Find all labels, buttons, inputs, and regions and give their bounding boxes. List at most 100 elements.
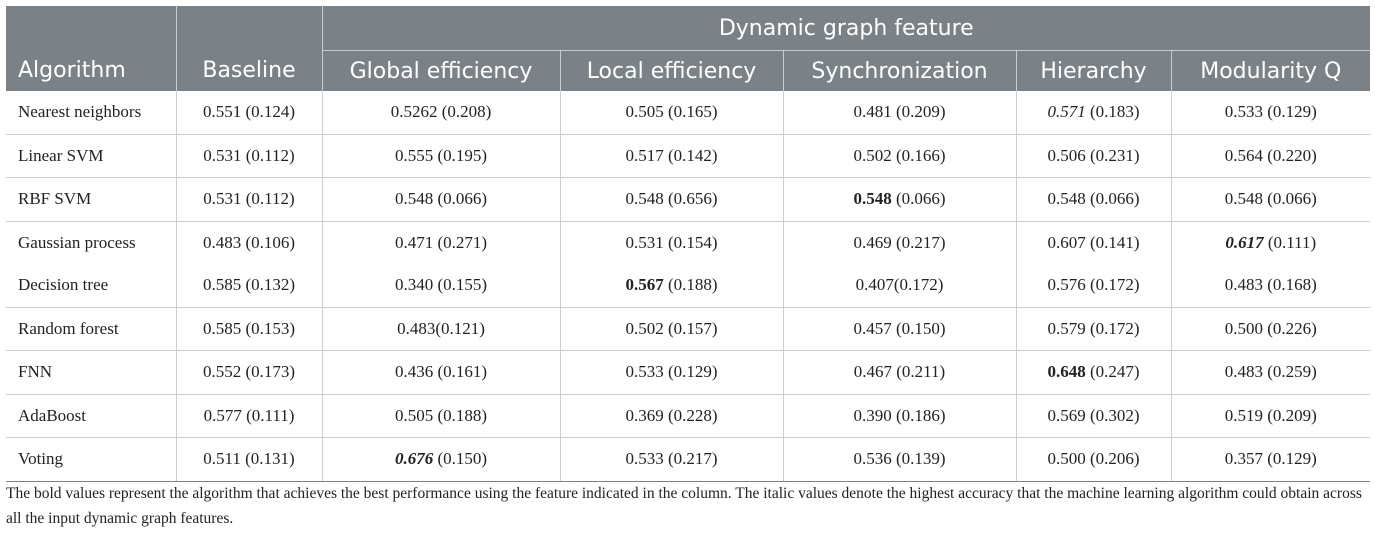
value-cell: 0.5262 (0.208): [321, 91, 560, 135]
cell-mean-value: 0.579: [1047, 318, 1086, 338]
cell-sd-value: (0.173): [241, 362, 296, 382]
value-cell: 0.531 (0.154): [559, 221, 783, 264]
value-cell: 0.519 (0.209): [1170, 394, 1371, 438]
cell-mean-value: 0.548: [394, 189, 434, 209]
value-cell: 0.500 (0.206): [1015, 437, 1171, 482]
cell-sd-value: (0.172): [1085, 275, 1140, 295]
column-header-local-efficiency: Local efficiency: [559, 50, 783, 91]
results-table-container: Algorithm Baseline Dynamic graph feature…: [6, 6, 1371, 482]
algorithm-cell: AdaBoost: [6, 394, 176, 438]
table-row: Decision tree 0.585 (0.132) 0.340 (0.155) 0…: [6, 264, 1371, 308]
cell-mean-value: 0.505: [394, 405, 434, 425]
cell-mean-value: 0.502: [625, 318, 664, 338]
table-row: RBF SVM 0.531 (0.112) 0.548 (0.066) 0.548 (…: [6, 177, 1371, 222]
value-cell: 0.607 (0.141): [1015, 221, 1171, 264]
cell-mean-value: 0.340: [394, 275, 434, 295]
cell-mean-value: 0.436: [394, 362, 434, 382]
cell-mean-value: 0.533: [625, 362, 664, 382]
algorithm-cell: Decision tree: [6, 264, 176, 308]
cell-sd-value: (0.142): [663, 145, 718, 165]
value-cell: 0.617 (0.111): [1170, 221, 1371, 264]
cell-mean-value: 0.564: [1224, 145, 1263, 165]
value-cell: 0.471 (0.271): [321, 221, 560, 264]
cell-mean-value: 0.569: [1047, 405, 1086, 425]
cell-mean-value: 0.500: [1224, 318, 1263, 338]
cell-mean-value: 0.548: [1047, 189, 1086, 209]
cell-mean-value: 0.676: [394, 449, 434, 469]
value-cell: 0.506 (0.231): [1015, 134, 1171, 178]
cell-mean-value: 0.483: [1224, 275, 1263, 295]
cell-mean-value: 0.648: [1047, 362, 1086, 382]
cell-sd-value: (0.129): [663, 362, 718, 382]
table-footnote: The bold values represent the algorithm …: [6, 485, 1362, 527]
cell-mean-value: 0.548: [1224, 189, 1263, 209]
value-cell: 0.585 (0.132): [175, 264, 322, 308]
column-header-hierarchy: Hierarchy: [1015, 50, 1171, 91]
cell-mean-value: 0.576: [1047, 275, 1086, 295]
value-cell: 0.576 (0.172): [1015, 264, 1171, 308]
cell-sd-value: (0.161): [433, 362, 488, 382]
cell-sd-value: (0.129): [1262, 102, 1317, 122]
cell-sd-value: (0.172): [893, 275, 944, 295]
table-row: Random forest 0.585 (0.153) 0.483(0.121) 0.…: [6, 307, 1371, 351]
cell-mean-value: 0.407: [855, 275, 894, 295]
value-cell: 0.500 (0.226): [1170, 307, 1371, 351]
cell-sd-value: (0.206): [1085, 449, 1140, 469]
cell-mean-value: 0.502: [853, 145, 892, 165]
cell-sd-value: (0.066): [1262, 189, 1317, 209]
cell-sd-value: (0.188): [433, 405, 488, 425]
cell-sd-value: (0.165): [663, 102, 718, 122]
value-cell: 0.469 (0.217): [782, 221, 1016, 264]
value-cell: 0.564 (0.220): [1170, 134, 1371, 178]
cell-sd-value: (0.139): [891, 449, 946, 469]
cell-mean-value: 0.548: [625, 189, 664, 209]
value-cell: 0.579 (0.172): [1015, 307, 1171, 351]
value-cell: 0.407(0.172): [782, 264, 1016, 308]
value-cell: 0.505 (0.188): [321, 394, 560, 438]
value-cell: 0.483 (0.259): [1170, 350, 1371, 395]
cell-sd-value: (0.155): [433, 275, 488, 295]
cell-mean-value: 0.469: [853, 232, 892, 252]
value-cell: 0.502 (0.157): [559, 307, 783, 351]
cell-sd-value: (0.124): [241, 102, 296, 122]
value-cell: 0.676 (0.150): [321, 437, 560, 482]
results-table: Algorithm Baseline Dynamic graph feature…: [6, 6, 1371, 482]
cell-sd-value: (0.150): [433, 449, 488, 469]
cell-mean-value: 0.511: [203, 449, 241, 469]
value-cell: 0.457 (0.150): [782, 307, 1016, 351]
algorithm-cell: Random forest: [6, 307, 176, 351]
value-cell: 0.536 (0.139): [782, 437, 1016, 482]
cell-mean-value: 0.5262: [390, 102, 438, 122]
cell-sd-value: (0.211): [892, 362, 946, 382]
value-cell: 0.533 (0.129): [559, 350, 783, 395]
cell-sd-value: (0.228): [663, 405, 718, 425]
cell-sd-value: (0.168): [1262, 275, 1317, 295]
value-cell: 0.548 (0.656): [559, 177, 783, 222]
cell-mean-value: 0.519: [1224, 405, 1263, 425]
value-cell: 0.531 (0.112): [175, 134, 322, 178]
cell-mean-value: 0.500: [1047, 449, 1086, 469]
cell-sd-value: (0.226): [1262, 318, 1317, 338]
cell-mean-value: 0.505: [625, 102, 664, 122]
cell-sd-value: (0.656): [663, 189, 718, 209]
cell-sd-value: (0.195): [433, 145, 488, 165]
cell-sd-value: (0.217): [663, 449, 718, 469]
cell-sd-value: (0.154): [663, 232, 718, 252]
value-cell: 0.648 (0.247): [1015, 350, 1171, 395]
cell-mean-value: 0.357: [1224, 449, 1263, 469]
value-cell: 0.467 (0.211): [782, 350, 1016, 395]
value-cell: 0.567 (0.188): [559, 264, 783, 308]
value-cell: 0.533 (0.217): [559, 437, 783, 482]
cell-sd-value: (0.106): [241, 232, 296, 252]
value-cell: 0.505 (0.165): [559, 91, 783, 135]
cell-sd-value: (0.111): [1263, 232, 1317, 252]
cell-mean-value: 0.577: [203, 405, 242, 425]
cell-mean-value: 0.536: [853, 449, 892, 469]
cell-mean-value: 0.617: [1225, 232, 1264, 252]
cell-mean-value: 0.531: [625, 232, 664, 252]
cell-sd-value: (0.217): [891, 232, 946, 252]
cell-mean-value: 0.390: [853, 405, 892, 425]
value-cell: 0.552 (0.173): [175, 350, 322, 395]
value-cell: 0.483 (0.168): [1170, 264, 1371, 308]
cell-sd-value: (0.209): [891, 102, 946, 122]
